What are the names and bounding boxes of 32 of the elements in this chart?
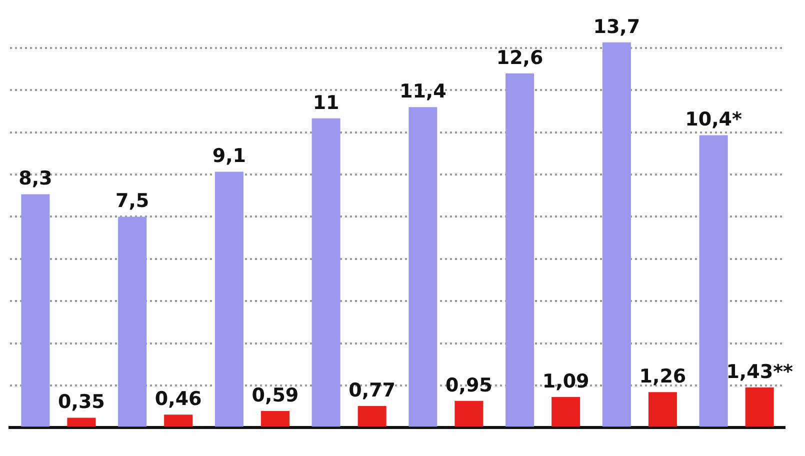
bar bbox=[358, 406, 386, 427]
data-label: 10,4* bbox=[685, 108, 742, 131]
data-label: 0,77 bbox=[348, 379, 396, 402]
data-label: 0,95 bbox=[446, 374, 492, 396]
bar bbox=[648, 392, 677, 427]
bar bbox=[506, 73, 534, 427]
data-label: 1,43** bbox=[726, 360, 793, 383]
bar bbox=[745, 387, 774, 427]
bar bbox=[164, 414, 193, 427]
data-label: 0,35 bbox=[58, 391, 105, 414]
bar bbox=[260, 411, 290, 427]
bar bbox=[699, 135, 728, 427]
data-label: 11,4 bbox=[399, 80, 446, 103]
bar bbox=[312, 118, 340, 427]
bar bbox=[454, 400, 484, 427]
data-label: 13,7 bbox=[593, 16, 640, 38]
data-label: 11 bbox=[312, 92, 340, 114]
data-label: 1,26 bbox=[639, 366, 686, 388]
bar bbox=[552, 396, 580, 427]
bar bbox=[118, 216, 147, 427]
bar bbox=[408, 107, 438, 427]
data-label: 7,5 bbox=[115, 190, 150, 212]
bar bbox=[67, 418, 96, 427]
data-label: 0,59 bbox=[252, 384, 299, 406]
bar bbox=[602, 42, 631, 427]
bar bbox=[21, 194, 50, 427]
data-label: 0,46 bbox=[154, 388, 202, 410]
data-label: 1,09 bbox=[542, 370, 590, 392]
bar bbox=[214, 172, 244, 427]
data-label: 12,6 bbox=[496, 46, 544, 69]
data-label: 9,1 bbox=[212, 145, 246, 168]
data-label: 8,3 bbox=[18, 168, 52, 190]
